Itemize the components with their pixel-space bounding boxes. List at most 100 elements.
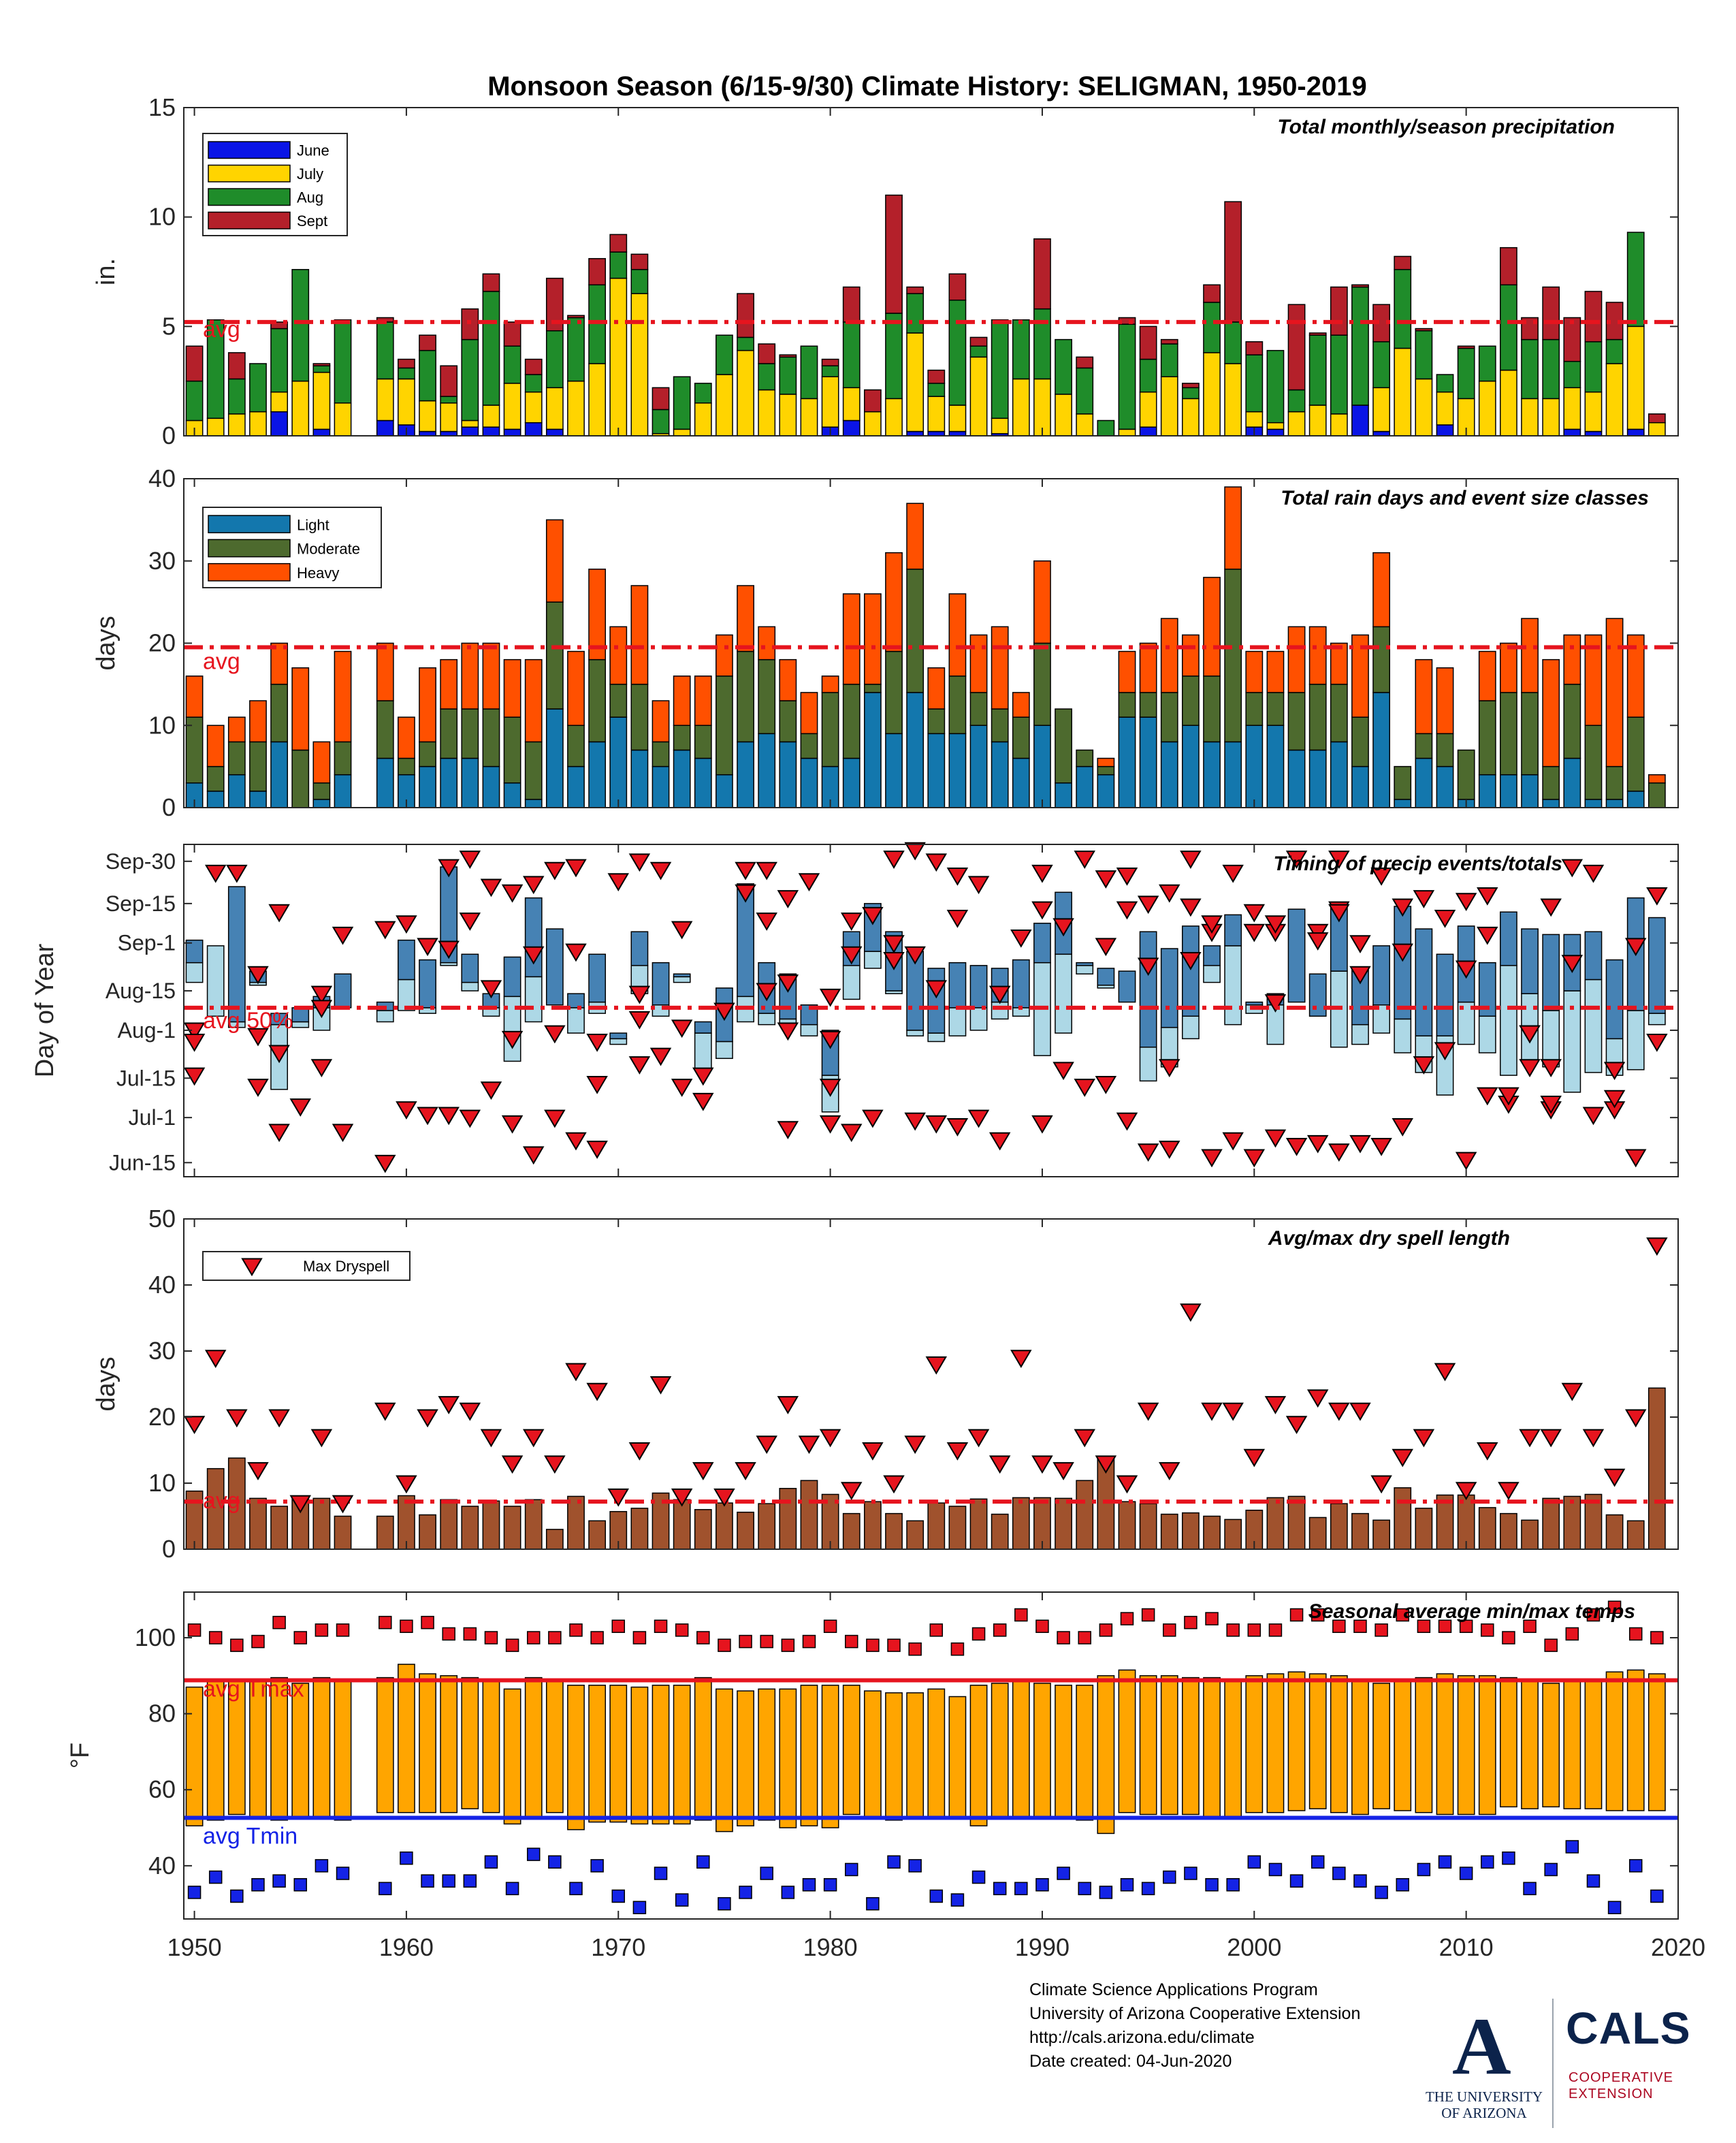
dryspell-avg-bar xyxy=(1182,1512,1200,1550)
timing-event-marker xyxy=(268,904,290,923)
tmin-extreme-marker xyxy=(442,1874,455,1888)
raindays-bar-moderate xyxy=(1542,765,1560,800)
panel-subtitle: Avg/max dry spell length xyxy=(1268,1227,1510,1250)
precip-bar-july xyxy=(1647,422,1666,436)
precip-bar-aug xyxy=(1160,343,1178,377)
timing-bar-late xyxy=(1308,973,1327,1017)
dryspell-avg-bar xyxy=(1372,1519,1391,1550)
precip-bar-june xyxy=(312,428,331,436)
raindays-bar-light xyxy=(1563,757,1581,808)
precip-bar-sept xyxy=(567,315,585,319)
timing-event-marker xyxy=(925,980,948,999)
precip-bar-july xyxy=(1500,369,1517,436)
tmin-extreme-marker xyxy=(632,1901,647,1915)
dryspell-avg-bar xyxy=(630,1508,649,1550)
precip-bar-aug xyxy=(270,328,288,393)
temps-range-bar xyxy=(249,1679,267,1817)
tmin-extreme-marker xyxy=(208,1870,223,1884)
dryspell-avg-bar xyxy=(588,1520,607,1550)
raindays-bar-moderate xyxy=(419,741,436,767)
precip-bar-aug xyxy=(1394,269,1412,349)
tmax-extreme-marker xyxy=(379,1615,392,1630)
dryspell-max-marker xyxy=(1285,1416,1308,1434)
precip-bar-sept xyxy=(1160,338,1178,345)
raindays-bar-heavy xyxy=(249,700,267,743)
footer-program: Climate Science Applications Program xyxy=(1029,1980,1318,1999)
timing-event-marker xyxy=(1052,918,1074,937)
tmax-extreme-marker xyxy=(1141,1608,1155,1622)
timing-event-marker xyxy=(1180,952,1202,970)
tmin-extreme-marker xyxy=(1650,1889,1664,1903)
raindays-bar-moderate xyxy=(1287,692,1306,751)
tmax-extreme-marker xyxy=(760,1634,773,1649)
temps-range-bar xyxy=(1542,1683,1560,1808)
precip-bar-sept xyxy=(1500,247,1517,286)
timing-event-marker xyxy=(904,946,926,965)
timing-event-marker xyxy=(480,878,502,898)
precip-bar-aug xyxy=(440,396,458,404)
tmax-extreme-marker xyxy=(1459,1619,1473,1633)
precip-bar-july xyxy=(737,349,754,436)
temps-range-bar xyxy=(1097,1675,1115,1835)
tmin-extreme-marker xyxy=(1311,1855,1325,1869)
raindays-bar-light xyxy=(1308,749,1327,808)
precip-bar-aug xyxy=(1287,389,1306,413)
x-tick-label: 1960 xyxy=(379,1933,434,1961)
tmin-extreme-marker xyxy=(336,1867,350,1880)
precip-bar-aug xyxy=(1500,284,1517,371)
temps-range-bar xyxy=(1626,1669,1645,1811)
precip-bar-aug xyxy=(1584,341,1603,393)
precip-bar-aug xyxy=(1033,308,1051,380)
temps-range-bar xyxy=(1076,1684,1094,1821)
y-tick-label: 20 xyxy=(148,1403,176,1431)
precip-bar-sept xyxy=(482,273,500,292)
precip-bar-aug xyxy=(758,363,776,391)
tmin-extreme-marker xyxy=(1120,1878,1134,1892)
timing-event-marker xyxy=(1074,851,1095,869)
timing-event-marker xyxy=(1116,1112,1138,1131)
precip-bar-aug xyxy=(185,380,204,422)
temps-range-bar xyxy=(1478,1675,1496,1815)
precip-bar-july xyxy=(376,378,394,422)
timing-event-marker xyxy=(1498,1087,1520,1106)
tmax-extreme-marker xyxy=(548,1631,562,1645)
raindays-bar-heavy xyxy=(588,569,607,661)
raindays-bar-light xyxy=(1012,757,1030,808)
timing-event-marker xyxy=(1159,884,1180,903)
raindays-bar-heavy xyxy=(969,634,988,693)
precip-bar-july xyxy=(1224,363,1242,436)
panel-subtitle: Seasonal average min/max temps xyxy=(1308,1600,1635,1623)
timing-event-marker xyxy=(1285,851,1308,869)
precip-bar-july xyxy=(1330,413,1348,436)
legend-entry: Max Dryspell xyxy=(303,1258,389,1275)
y-tick-label: 40 xyxy=(148,1271,176,1299)
timing-event-marker xyxy=(1306,932,1329,951)
timing-event-marker xyxy=(1095,938,1117,957)
precip-bar-june xyxy=(270,411,288,436)
raindays-bar-light xyxy=(1245,725,1264,808)
raindays-bar-light xyxy=(906,692,925,808)
raindays-bar-heavy xyxy=(1182,634,1200,677)
tmin-extreme-marker xyxy=(866,1896,880,1911)
precip-bar-aug xyxy=(1563,360,1581,389)
timing-event-marker xyxy=(988,985,1011,1004)
avg-label: avg xyxy=(203,649,240,675)
timing-bar-late xyxy=(461,953,479,983)
timing-event-marker xyxy=(396,915,417,934)
timing-event-marker xyxy=(1285,1138,1308,1156)
tmin-extreme-marker xyxy=(505,1882,519,1896)
tmin-extreme-marker xyxy=(1375,1886,1388,1899)
timing-event-marker xyxy=(183,1033,206,1052)
dryspell-max-marker xyxy=(1074,1429,1095,1448)
tmax-extreme-marker xyxy=(1607,1600,1622,1615)
dryspell-max-marker xyxy=(289,1495,311,1514)
timing-event-marker xyxy=(1624,1149,1647,1168)
footer-url[interactable]: http://cals.arizona.edu/climate xyxy=(1029,2028,1255,2047)
timing-bar-early xyxy=(863,951,882,969)
timing-bar-late xyxy=(1415,928,1433,1036)
dryspell-avg-bar xyxy=(1139,1503,1157,1550)
dryspell-max-marker xyxy=(1392,1448,1413,1467)
precip-bar-sept xyxy=(588,257,607,286)
tmin-extreme-marker xyxy=(739,1886,752,1899)
tmin-extreme-marker xyxy=(1586,1874,1601,1888)
